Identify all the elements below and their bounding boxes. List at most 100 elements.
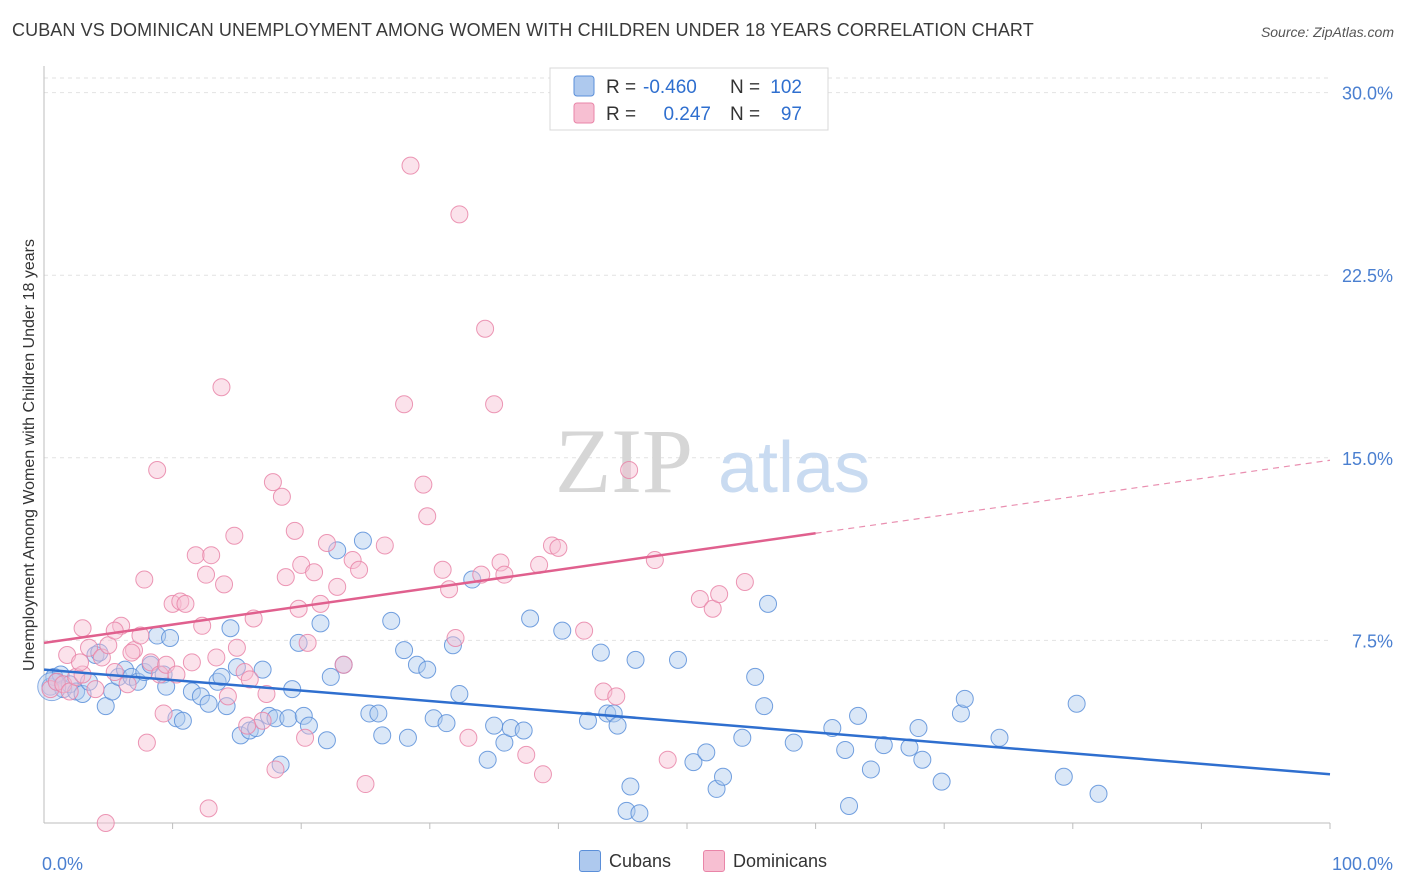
cubans-point bbox=[578, 711, 597, 730]
cubans-point bbox=[321, 667, 340, 686]
dominicans-stats-swatch bbox=[573, 102, 595, 124]
cubans-point bbox=[626, 650, 645, 669]
dominicans-point bbox=[186, 546, 205, 565]
dominicans-point bbox=[272, 487, 291, 506]
cubans-point bbox=[173, 711, 192, 730]
cubans-point bbox=[759, 594, 778, 613]
cubans-point bbox=[1054, 767, 1073, 786]
dominicans-point bbox=[375, 536, 394, 555]
cubans-point bbox=[840, 796, 859, 815]
dominicans-point bbox=[459, 728, 478, 747]
dominicans-point bbox=[71, 653, 90, 672]
dominicans-point bbox=[658, 750, 677, 769]
dominicans-point bbox=[137, 733, 156, 752]
dominicans-point bbox=[167, 665, 186, 684]
cubans-point bbox=[221, 619, 240, 638]
dominicans-point bbox=[80, 638, 99, 657]
dominicans-point bbox=[227, 638, 246, 657]
cubans-point bbox=[621, 777, 640, 796]
dominicans-point bbox=[735, 572, 754, 591]
x-tick-label: 0.0% bbox=[42, 854, 83, 874]
x-tick-labels: 0.0% 100.0% bbox=[42, 854, 1393, 874]
cubans-point bbox=[684, 753, 703, 772]
cubans-point bbox=[874, 736, 893, 755]
cubans-point bbox=[836, 740, 855, 759]
dominicans-point bbox=[485, 395, 504, 414]
cubans-point bbox=[1067, 694, 1086, 713]
cubans-point bbox=[253, 660, 272, 679]
cubans-point bbox=[353, 531, 372, 550]
y-tick-label: 15.0% bbox=[1342, 449, 1393, 469]
dominicans-point bbox=[86, 680, 105, 699]
cubans-point bbox=[733, 728, 752, 747]
cubans-point bbox=[714, 767, 733, 786]
cubans-point bbox=[217, 697, 236, 716]
cubans-point bbox=[861, 760, 880, 779]
cubans-point bbox=[668, 650, 687, 669]
dominicans-n-label: N = bbox=[730, 104, 760, 125]
cubans-point bbox=[90, 643, 109, 662]
trend-lines bbox=[43, 459, 1331, 776]
dominicans-point bbox=[285, 521, 304, 540]
legend-item-cubans[interactable]: Cubans bbox=[578, 850, 671, 872]
dominicans-point bbox=[607, 687, 626, 706]
cubans-point bbox=[521, 609, 540, 628]
y-tick-label: 7.5% bbox=[1352, 631, 1393, 651]
dominicans-point bbox=[549, 538, 568, 557]
cubans-point bbox=[955, 689, 974, 708]
cubans-point bbox=[932, 772, 951, 791]
dominicans-point bbox=[690, 590, 709, 609]
cubans-point bbox=[398, 728, 417, 747]
dominicans-point bbox=[433, 560, 452, 579]
dominicans-point bbox=[266, 760, 285, 779]
cubans-point bbox=[478, 750, 497, 769]
cubans-point bbox=[1089, 784, 1108, 803]
legend-label-cubans: Cubans bbox=[608, 850, 671, 871]
dominicans-point bbox=[491, 553, 510, 572]
cubans-point bbox=[182, 682, 201, 701]
dominicans-point bbox=[118, 675, 137, 694]
cubans-point bbox=[443, 636, 462, 655]
dominicans-point bbox=[401, 156, 420, 175]
dominicans-point bbox=[356, 775, 375, 794]
cubans-point bbox=[116, 660, 135, 679]
cubans-point bbox=[271, 755, 290, 774]
cubans-swatch bbox=[578, 850, 601, 872]
x-tick-label: 100.0% bbox=[1332, 854, 1393, 874]
cubans-point bbox=[598, 704, 617, 723]
dominicans-point bbox=[533, 765, 552, 784]
cubans-point bbox=[289, 633, 308, 652]
cubans-point bbox=[913, 750, 932, 769]
cubans-n-value: 102 bbox=[770, 77, 802, 98]
dominicans-point bbox=[215, 575, 234, 594]
dominicans-point bbox=[202, 546, 221, 565]
dominicans-point bbox=[620, 460, 639, 479]
cubans-point bbox=[450, 684, 469, 703]
cubans-point bbox=[485, 716, 504, 735]
cubans-point bbox=[191, 687, 210, 706]
cubans-point bbox=[418, 660, 437, 679]
source-label: Source: ZipAtlas.com bbox=[1260, 24, 1394, 40]
y-tick-label: 22.5% bbox=[1342, 266, 1393, 286]
cubans-point bbox=[199, 694, 218, 713]
watermark: ZIP atlas bbox=[555, 410, 870, 512]
dominicans-point bbox=[105, 621, 124, 640]
cubans-point bbox=[784, 733, 803, 752]
cubans-point bbox=[294, 706, 313, 725]
dominicans-r-value: 0.247 bbox=[663, 104, 711, 125]
cubans-point bbox=[990, 728, 1009, 747]
dominicans-point bbox=[225, 526, 244, 545]
dominicans-point bbox=[253, 711, 272, 730]
legend-item-dominicans[interactable]: Dominicans bbox=[703, 850, 827, 872]
dominicans-point bbox=[575, 621, 594, 640]
cubans-point bbox=[212, 667, 231, 686]
chart-title: CUBAN VS DOMINICAN UNEMPLOYMENT AMONG WO… bbox=[12, 20, 1034, 40]
cubans-point bbox=[382, 611, 401, 630]
dominicans-point bbox=[96, 814, 115, 832]
dominicans-point bbox=[395, 395, 414, 414]
cubans-stats-swatch bbox=[573, 75, 595, 97]
dominicans-point bbox=[334, 655, 353, 674]
dominicans-point bbox=[298, 633, 317, 652]
watermark-zip: ZIP bbox=[555, 410, 693, 512]
